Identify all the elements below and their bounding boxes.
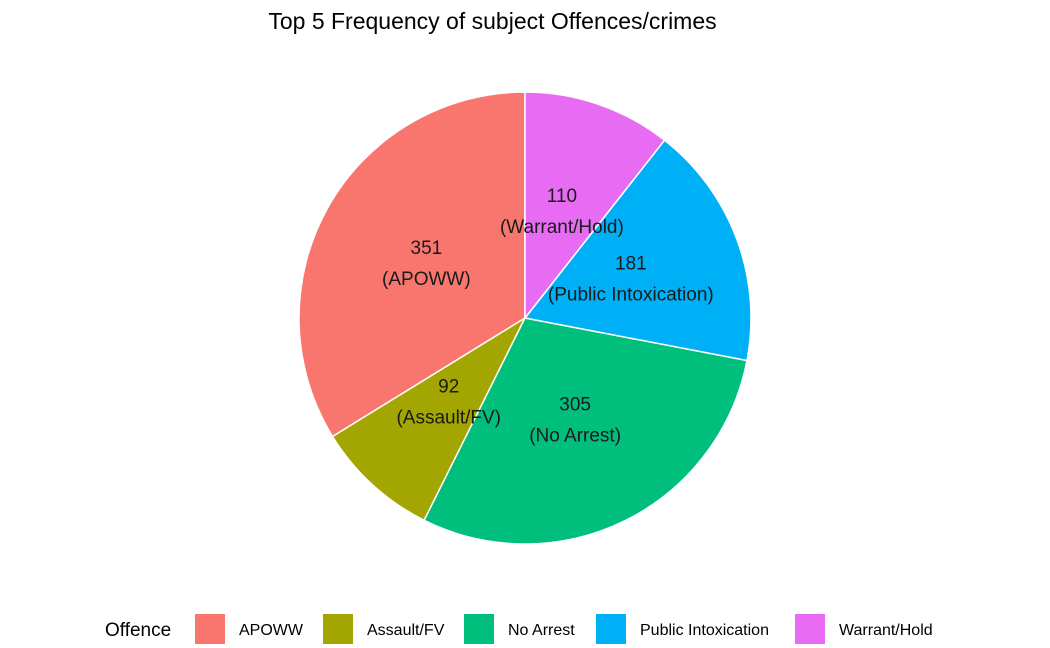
legend-label-public-intoxication: Public Intoxication — [640, 622, 769, 639]
legend-swatch-no-arrest — [464, 614, 494, 644]
legend-title: Offence — [105, 620, 172, 641]
slice-value-warrant-hold: 110 — [547, 186, 577, 207]
legend-label-no-arrest: No Arrest — [508, 622, 575, 639]
slice-name-no-arrest: (No Arrest) — [529, 425, 621, 446]
legend-label-warrant-hold: Warrant/Hold — [839, 622, 933, 639]
slice-name-public-intoxication: (Public Intoxication) — [548, 284, 714, 305]
slice-value-apoww: 351 — [411, 238, 443, 259]
pie-slice-no-arrest — [423, 317, 748, 545]
pie-slices — [298, 91, 752, 545]
slice-name-apoww: (APOWW) — [382, 269, 471, 290]
legend-swatch-public-intoxication — [596, 614, 626, 644]
legend: Offence APOWW Assault/FV No Arrest Publi… — [0, 612, 1050, 646]
legend-label-apoww: APOWW — [239, 622, 303, 639]
chart-title: Top 5 Frequency of subject Offences/crim… — [268, 8, 717, 34]
slice-value-no-arrest: 305 — [559, 394, 591, 415]
slice-value-assault-fv: 92 — [438, 376, 459, 397]
pie-slice-apoww — [298, 91, 526, 438]
legend-swatch-warrant-hold — [795, 614, 825, 644]
slice-name-warrant-hold: (Warrant/Hold) — [500, 217, 624, 238]
legend-label-assault-fv: Assault/FV — [367, 622, 445, 639]
slice-value-public-intoxication: 181 — [615, 253, 647, 274]
pie-slice-warrant-hold — [524, 91, 666, 321]
slice-name-assault-fv: (Assault/FV) — [396, 407, 501, 428]
pie-slice-public-intoxication — [523, 139, 752, 362]
legend-swatch-assault-fv — [323, 614, 353, 644]
pie-slice-assault-fv — [331, 315, 527, 522]
pie-chart: 351 (APOWW) 92 (Assault/FV) 305 (No Arrest) 18… — [298, 91, 752, 545]
legend-swatch-apoww — [195, 614, 225, 644]
pie-labels: 351 (APOWW) 92 (Assault/FV) 305 (No Arrest) 18… — [382, 186, 714, 446]
